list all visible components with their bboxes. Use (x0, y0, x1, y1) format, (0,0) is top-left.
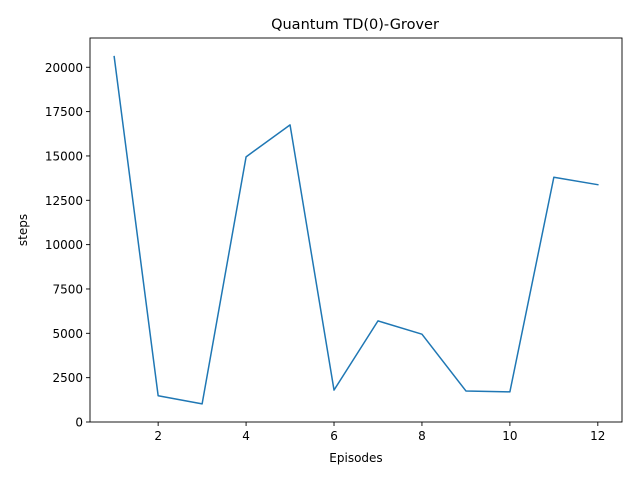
x-axis-label: Episodes (329, 451, 382, 465)
plot-area (113, 55, 599, 405)
y-tick-label: 15000 (45, 149, 83, 163)
chart-title: Quantum TD(0)-Grover (271, 17, 439, 33)
y-tick-label: 12500 (45, 194, 83, 208)
x-tick-label: 2 (154, 429, 162, 443)
y-tick-label: 2500 (52, 371, 83, 385)
y-tick-label: 0 (75, 416, 83, 430)
y-tick-label: 17500 (45, 105, 83, 119)
y-tick-label: 10000 (45, 238, 83, 252)
x-tick-label: 12 (590, 429, 605, 443)
axes-frame (89, 37, 623, 423)
series-line (113, 55, 599, 405)
x-tick-label: 10 (502, 429, 517, 443)
y-tick-label: 7500 (52, 282, 83, 296)
y-axis-ticks: 0 2500 5000 7500 10000 12500 15000 17500 20000 (45, 61, 90, 430)
y-tick-label: 20000 (45, 61, 83, 75)
y-tick-label: 5000 (52, 327, 83, 341)
x-tick-label: 6 (330, 429, 338, 443)
x-tick-label: 4 (242, 429, 250, 443)
x-tick-label: 8 (418, 429, 426, 443)
x-axis-ticks: 2 4 6 8 10 12 (154, 422, 605, 443)
y-axis-label: steps (16, 214, 30, 246)
